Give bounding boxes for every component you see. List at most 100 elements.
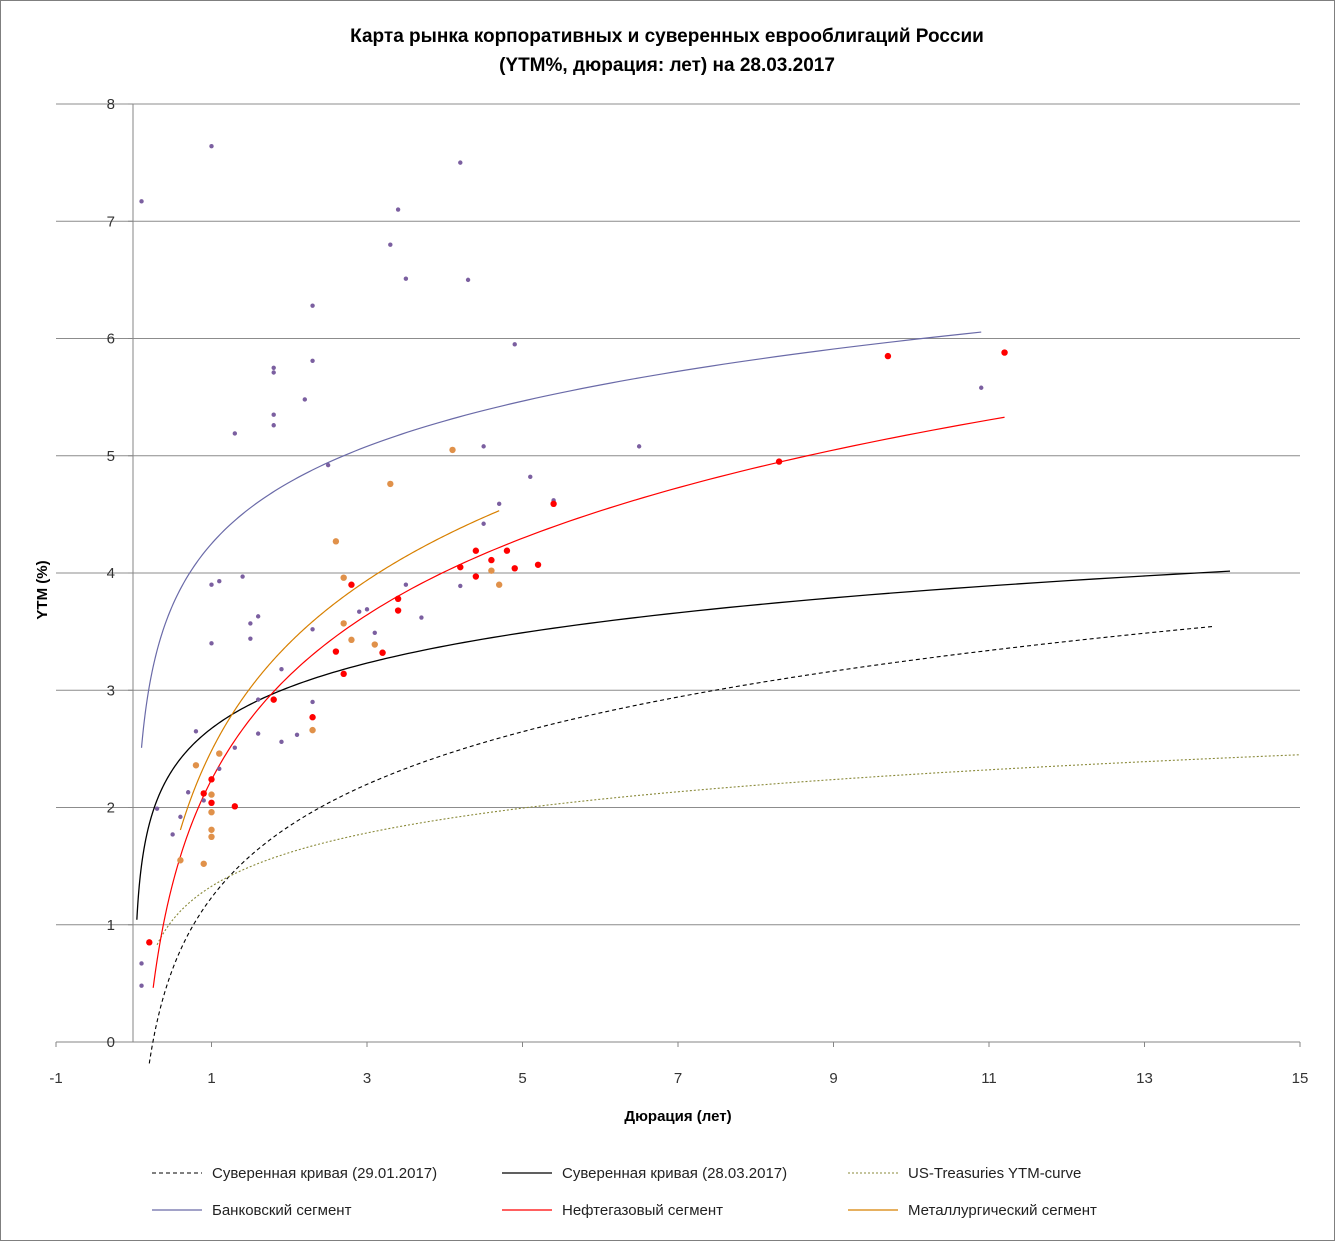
x-tick-label: -1 [49,1070,62,1087]
point-bank [310,699,315,705]
legend-label-ust: US-Treasuries YTM-curve [908,1165,1081,1182]
point-bank [388,242,393,247]
point-oilgas [394,595,402,602]
point-oilgas [208,776,215,783]
point-bank [325,462,331,468]
y-tick-label: 1 [107,917,115,934]
x-tick-label: 9 [829,1070,837,1087]
x-axis-title: Дюрация (лет) [624,1108,731,1125]
point-bank [357,609,362,614]
x-tick-labels: -1 1 3 5 7 9 11 13 15 [49,1042,1308,1087]
point-oilgas [488,556,495,564]
point-metal [200,860,207,867]
point-metal [488,567,495,574]
point-bank [232,745,238,750]
point-bank [403,582,409,587]
curve-ust [156,754,1301,946]
point-bank [139,961,144,966]
point-metal [177,857,184,864]
point-metal [387,480,394,488]
point-bank [481,521,486,526]
point-bank [201,798,206,803]
curve-bank-line [140,331,982,748]
legend-label-sov-new: Суверенная кривая (28.03.2017) [562,1165,787,1182]
x-tick-label: 13 [1136,1070,1153,1087]
point-bank [403,276,409,281]
point-metal [449,446,456,454]
x-tick-label: 5 [518,1070,526,1087]
point-bank [154,806,160,811]
point-bank [496,501,502,507]
y-tick-label: 3 [107,682,115,699]
point-bank [636,444,642,449]
legend: Суверенная кривая (29.01.2017) Суверенная… [152,1165,1097,1219]
point-oilgas [309,714,316,721]
point-oilgas [550,500,557,508]
point-oilgas [270,696,277,703]
point-metal [208,791,215,798]
point-bank [217,766,222,772]
point-bank [465,277,471,283]
point-oilgas [332,648,340,655]
point-bank [271,370,276,375]
data-points [139,144,1008,988]
point-oilgas [503,547,511,554]
point-oilgas [348,581,355,588]
point-oilgas [379,649,386,656]
point-bank [458,160,463,165]
point-metal [208,826,215,833]
y-tick-labels: 0 1 2 3 4 5 6 7 8 [107,96,133,1051]
point-metal [192,762,200,769]
point-oilgas [457,563,464,571]
point-metal [340,574,347,581]
point-oilgas [208,799,215,807]
legend-label-oil-line: Нефтегазовый сегмент [562,1202,723,1219]
point-bank [170,832,175,837]
y-tick-label: 8 [107,96,115,113]
point-bank [255,731,261,736]
point-bank [271,423,276,428]
point-bank [255,697,261,702]
x-tick-label: 7 [674,1070,682,1087]
point-metal [216,750,223,757]
point-oilgas [394,607,402,614]
point-metal [208,833,215,841]
point-bank [294,732,300,738]
point-metal [371,641,378,648]
point-oilgas [775,458,783,465]
point-oilgas [884,352,892,360]
point-metal [340,620,347,627]
legend-label-bank-line: Банковский сегмент [212,1202,352,1219]
point-bank [248,636,253,641]
chart-title-line-1: Карта рынка корпоративных и суверенных е… [350,26,984,47]
point-bank [310,627,315,632]
point-bank [279,739,284,745]
point-metal [309,726,316,734]
point-bank [310,358,315,363]
point-bank [979,385,984,390]
point-bank [240,574,245,579]
point-bank [419,615,424,620]
point-oilgas [472,547,480,554]
point-oilgas [511,565,518,572]
y-axis-title: YTM (%) [34,560,51,619]
point-bank [458,583,463,589]
trend-curves [136,331,1301,1064]
point-bank [185,790,191,795]
point-bank [302,397,307,402]
y-tick-label: 2 [107,800,115,817]
point-oilgas [534,561,542,568]
curve-sov-old [148,625,1215,1064]
point-bank [395,207,401,212]
point-bank [271,412,276,417]
point-bank [372,630,377,635]
point-oilgas [146,939,153,946]
point-bank [248,621,253,626]
point-bank [217,579,222,584]
y-tick-label: 0 [107,1034,115,1051]
curve-sov-new [136,570,1231,920]
point-metal [208,808,215,816]
point-oilgas [1001,349,1008,356]
point-bank [528,474,533,480]
